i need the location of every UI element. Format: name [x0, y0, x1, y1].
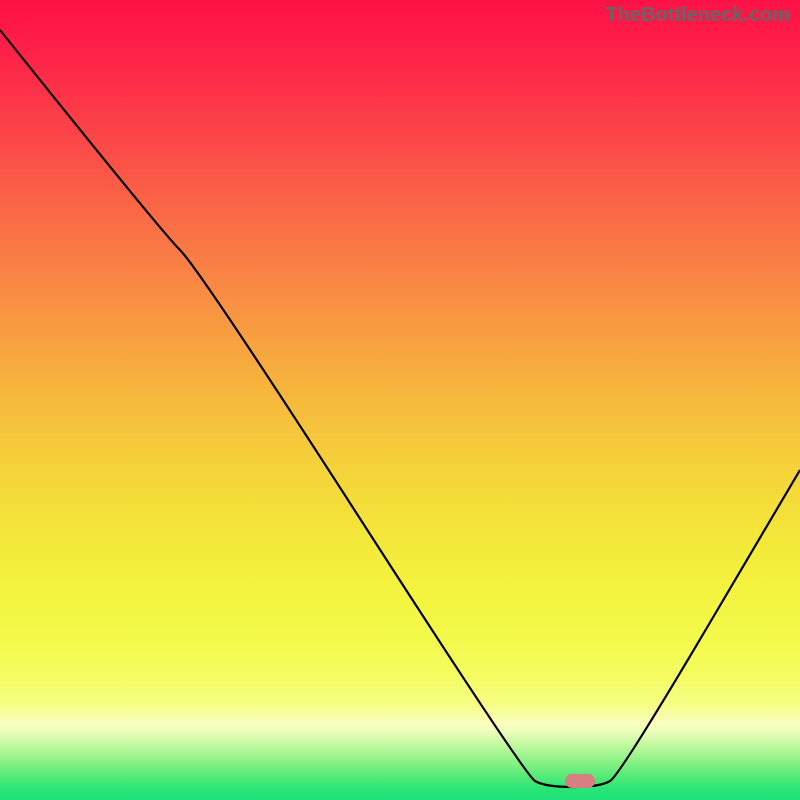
curve-layer [0, 0, 800, 800]
bottleneck-chart: TheBottleneck.com [0, 0, 800, 800]
bottleneck-curve [0, 30, 800, 787]
watermark-text: TheBottleneck.com [606, 4, 790, 27]
optimal-marker [565, 774, 595, 788]
